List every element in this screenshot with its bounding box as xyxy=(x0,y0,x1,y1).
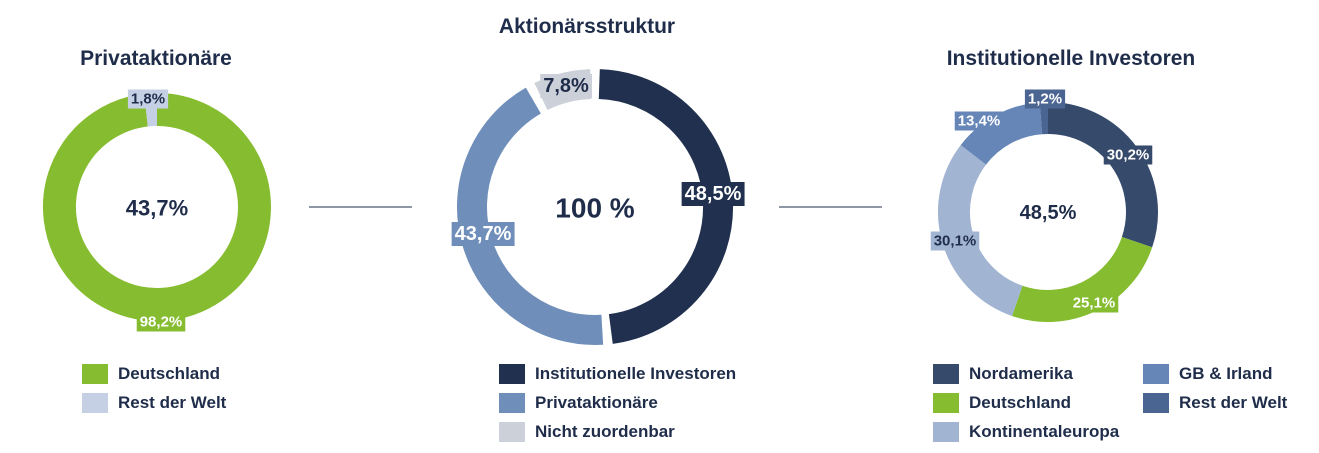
legend-right-gb-irland: GB & Irland xyxy=(1143,364,1273,384)
middle-center-value: 100 % xyxy=(555,193,634,224)
legend-label: Rest der Welt xyxy=(118,393,227,412)
middle-chart-title: Aktionärsstruktur xyxy=(498,15,676,38)
legend-label: Rest der Welt xyxy=(1179,393,1288,412)
left-segment-2 xyxy=(144,92,158,127)
legend-swatch xyxy=(933,422,959,442)
right-segment-label-box-3 xyxy=(930,231,980,251)
middle-segment-label-2: 43,7% xyxy=(455,223,512,245)
legend-label: Deutschland xyxy=(969,393,1072,412)
right-segment-label-2: 25,1% xyxy=(1073,295,1116,312)
right-center-value: 48,5% xyxy=(1020,202,1077,224)
legend-swatch xyxy=(1143,364,1169,384)
legend-right-deutschland: Deutschland xyxy=(933,393,1071,413)
right-segment-label-5: 1,2% xyxy=(1028,91,1062,108)
legend-label: Institutionelle Investoren xyxy=(535,364,737,383)
legend-swatch xyxy=(933,393,959,413)
legend-label: GB & Irland xyxy=(1179,364,1273,383)
right-segment-3 xyxy=(938,145,1023,316)
legend-swatch xyxy=(499,364,525,384)
legend-label: Nordamerika xyxy=(969,364,1073,383)
legend-label: Deutschland xyxy=(118,364,221,383)
left-segment-label-2: 1,8% xyxy=(131,91,165,108)
right-segment-label-box-1 xyxy=(1103,145,1153,165)
middle-segment-label-1: 48,5% xyxy=(685,183,742,205)
legend-left-deutschland: Deutschland xyxy=(82,364,220,384)
legend-middle-institutionelle: Institutionelle Investoren xyxy=(499,364,736,384)
left-segment-label-1: 98,2% xyxy=(140,314,183,331)
legend-swatch xyxy=(82,393,108,413)
right-segment-label-1: 30,2% xyxy=(1107,147,1150,164)
right-segment-label-box-5 xyxy=(1024,89,1066,109)
legend-middle-nicht-zuordenbar: Nicht zuordenbar xyxy=(499,422,675,442)
legend-swatch xyxy=(499,393,525,413)
legend-left-rest-der-welt: Rest der Welt xyxy=(82,393,226,413)
left-segment-label-box-2 xyxy=(127,89,169,109)
right-segment-label-4: 13,4% xyxy=(958,113,1001,130)
legend-label: Nicht zuordenbar xyxy=(535,422,675,441)
legend-label: Privataktionäre xyxy=(535,393,658,412)
middle-segment-label-3: 7,8% xyxy=(543,75,589,97)
right-chart-title: Institutionelle Investoren xyxy=(946,47,1196,70)
legend-swatch xyxy=(1143,393,1169,413)
legend-right-rest-der-welt: Rest der Welt xyxy=(1143,393,1287,413)
left-chart-title: Privataktionäre xyxy=(80,47,232,70)
middle-segment-label-box-3 xyxy=(540,74,593,98)
left-segment-label-box-1 xyxy=(136,312,186,332)
legend-right-kontinentaleuropa: Kontinentaleuropa xyxy=(933,422,1119,442)
legend-middle-privataktionaere: Privataktionäre xyxy=(499,393,658,413)
left-center-value: 43,7% xyxy=(126,196,188,221)
left-segment-1 xyxy=(43,93,271,321)
legend-right-nordamerika: Nordamerika xyxy=(933,364,1073,384)
legend-swatch xyxy=(933,364,959,384)
legend-swatch xyxy=(499,422,525,442)
right-segment-label-box-4 xyxy=(954,111,1004,131)
middle-segment-label-box-2 xyxy=(451,222,515,246)
legend-swatch xyxy=(82,364,108,384)
right-segment-label-box-2 xyxy=(1069,293,1119,313)
middle-segment-label-box-1 xyxy=(681,182,745,206)
right-segment-label-3: 30,1% xyxy=(934,233,977,250)
legend-label: Kontinentaleuropa xyxy=(969,422,1120,441)
